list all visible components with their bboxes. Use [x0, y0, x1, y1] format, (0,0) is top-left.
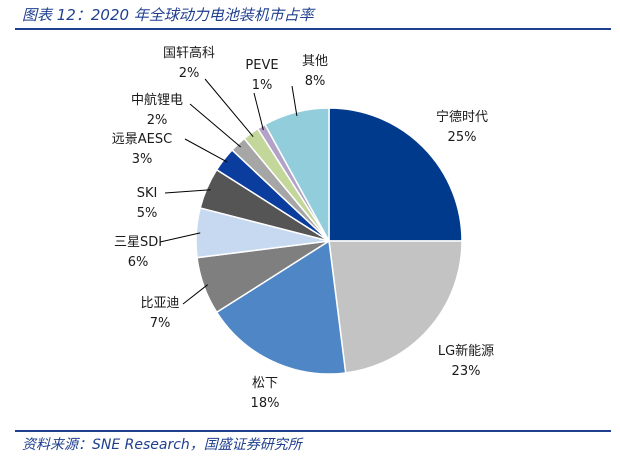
slice-name-label: 其他: [302, 54, 328, 69]
slice-value-label: 2%: [147, 113, 168, 128]
slice-name-label: LG新能源: [438, 343, 494, 359]
slice-name-label: 国轩高科: [163, 45, 215, 61]
leader-line: [182, 284, 208, 305]
leader-line: [159, 232, 201, 243]
slice-value-label: 2%: [179, 66, 200, 81]
slice-name-label: SKI: [137, 186, 158, 201]
slice-value-label: 1%: [252, 78, 273, 93]
slice-value-label: 23%: [452, 364, 481, 379]
slice-name-label: 中航锂电: [131, 92, 183, 108]
slice-value-label: 7%: [150, 316, 171, 331]
leader-lines: [159, 78, 298, 305]
slice-name-label: 三星SDI: [114, 235, 162, 250]
leader-line: [204, 78, 254, 137]
source-note: 资料来源：SNE Research，国盛证券研究所: [22, 437, 302, 453]
leader-line: [164, 189, 211, 194]
leader-line: [291, 85, 298, 117]
slice-value-label: 25%: [448, 130, 477, 145]
slice-value-label: 5%: [137, 206, 158, 221]
figure-title: 图表 12：2020 年全球动力电池装机市占率: [22, 6, 314, 24]
slice-value-label: 18%: [251, 396, 280, 411]
slice-value-label: 3%: [132, 152, 153, 167]
pie-slice: [328, 107, 463, 242]
slice-value-label: 6%: [128, 255, 149, 270]
slice-name-label: PEVE: [245, 58, 278, 73]
pie-slice: [215, 239, 347, 375]
leader-line: [189, 103, 242, 148]
leader-line: [184, 138, 228, 163]
pie-slice: [328, 240, 463, 374]
slice-name-label: 宁德时代: [436, 109, 488, 125]
slice-name-label: 远景AESC: [112, 132, 172, 147]
leader-line: [253, 92, 264, 131]
source-rule: [15, 430, 611, 432]
title-rule: [15, 28, 611, 30]
slice-name-label: 比亚迪: [140, 296, 179, 311]
slice-labels: 宁德时代 25% LG新能源 23% 松下 18% 比亚迪 7% 三星SDI 6% SKI 5% 远景A…: [112, 45, 494, 411]
pie-slices: [195, 107, 463, 375]
slice-value-label: 8%: [305, 74, 326, 89]
slice-name-label: 松下: [252, 376, 278, 391]
